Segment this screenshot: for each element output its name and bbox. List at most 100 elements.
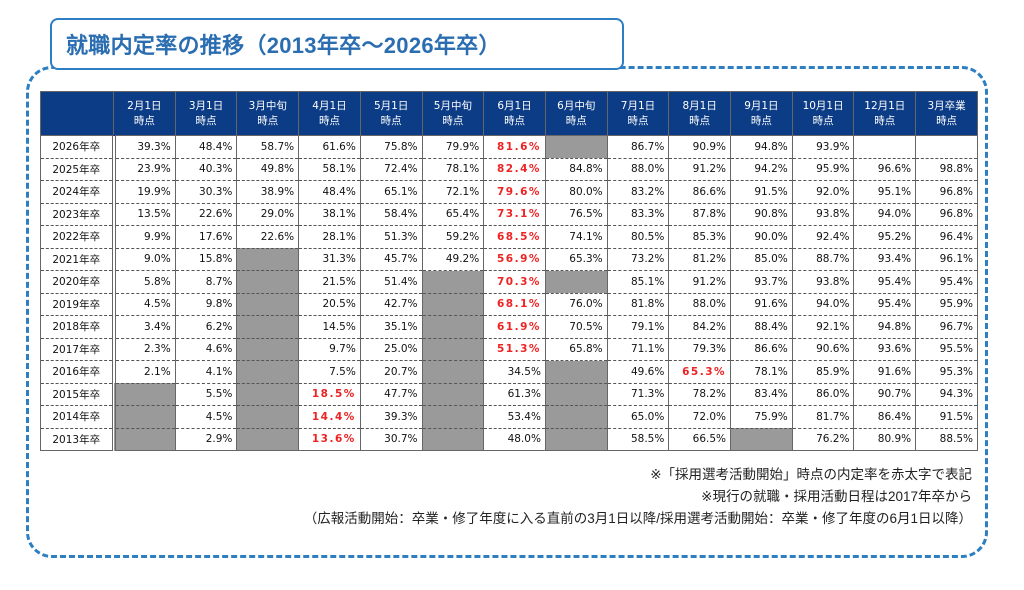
rate-cell: 20.5% — [298, 293, 361, 316]
rate-cell: 61.3% — [483, 383, 546, 406]
highlight-rate-cell: 61.9% — [483, 315, 546, 339]
column-header-date: 12月1日 — [864, 99, 906, 112]
rate-cell: 85.3% — [668, 225, 732, 249]
rate-cell: 91.2% — [668, 158, 732, 181]
rate-cell: 35.1% — [359, 315, 423, 339]
rate-cell: 49.2% — [421, 248, 485, 271]
rate-cell: 79.3% — [668, 338, 732, 361]
rate-cell: 85.1% — [606, 270, 670, 294]
rate-cell: 95.4% — [915, 270, 978, 294]
rate-cell: 61.6% — [298, 135, 361, 159]
column-header-suffix: 時点 — [318, 114, 340, 127]
column-header-date: 4月1日 — [312, 99, 347, 112]
highlight-rate-cell: 14.4% — [298, 405, 361, 429]
rate-cell: 19.9% — [113, 180, 176, 204]
rate-cell: 42.7% — [359, 293, 423, 316]
rate-cell: 6.2% — [174, 315, 238, 339]
not-applicable-cell — [236, 428, 300, 451]
row-year-label: 2020年卒 — [40, 270, 116, 294]
not-applicable-cell — [236, 405, 300, 429]
rate-cell: 59.2% — [421, 225, 485, 249]
table-row: 2020年卒 5.8% 8.7% 21.5% 51.4% 70.3% 85.1% 91.2% 9… — [40, 270, 978, 294]
rate-cell: 58.5% — [606, 428, 670, 451]
rate-cell: 17.6% — [174, 225, 238, 249]
column-header: 6月中旬 時点 — [544, 91, 608, 136]
rate-cell: 94.0% — [791, 293, 855, 316]
rate-cell: 2.3% — [113, 338, 176, 361]
table-row: 2019年卒 4.5% 9.8% 20.5% 42.7% 68.1% 76.0% 81.8% 8… — [40, 293, 978, 316]
column-header: 9月1日時点 — [730, 91, 793, 136]
rate-cell: 92.1% — [791, 315, 855, 339]
rate-cell: 58.1% — [298, 158, 361, 181]
not-applicable-cell — [236, 270, 300, 294]
rate-cell: 5.5% — [174, 383, 238, 406]
rate-cell: 96.8% — [915, 203, 978, 226]
rate-cell: 88.0% — [606, 158, 670, 181]
highlight-rate-cell: 51.3% — [483, 338, 546, 361]
rate-cell: 31.3% — [298, 248, 361, 271]
rate-cell: 34.5% — [483, 360, 546, 384]
column-header-date: 5月中旬 — [433, 99, 472, 112]
rate-cell: 90.0% — [730, 225, 793, 249]
column-header: 5月1日 時点 — [359, 91, 423, 136]
rate-cell: 4.1% — [174, 360, 238, 384]
table-row: 2015年卒 5.5% 18.5% 47.7% 61.3% 71.3% 78.2% 83.4%… — [40, 383, 978, 406]
header-corner-cell — [40, 91, 114, 136]
rate-cell: 93.8% — [791, 203, 855, 226]
rate-cell: 74.1% — [544, 225, 608, 249]
not-applicable-cell — [236, 315, 300, 339]
table-row: 2025年卒 23.9% 40.3% 49.8% 58.1% 72.4% 78.1% 82.4… — [40, 158, 978, 181]
column-header-suffix: 時点 — [874, 114, 896, 127]
rate-cell: 25.0% — [359, 338, 423, 361]
rate-cell: 88.4% — [730, 315, 793, 339]
rate-cell: 21.5% — [298, 270, 361, 294]
not-applicable-cell — [544, 135, 608, 159]
rate-cell: 83.3% — [606, 203, 670, 226]
table-row: 2023年卒 13.5% 22.6% 29.0% 38.1% 58.4% 65.4% 73.1… — [40, 203, 978, 226]
table-row: 2026年卒 39.3% 48.4% 58.7% 61.6% 75.8% 79.9% 81.6… — [40, 135, 978, 159]
rate-cell: 91.6% — [853, 360, 917, 384]
table-row: 2014年卒 4.5% 14.4% 39.3% 53.4% 65.0% 72.0% 75.9%… — [40, 405, 978, 429]
not-applicable-cell — [421, 270, 485, 294]
column-header: 8月1日 時点 — [668, 91, 732, 136]
column-header-suffix: 時点 — [565, 114, 587, 127]
rate-cell: 40.3% — [174, 158, 238, 181]
column-header-suffix: 時点 — [750, 114, 772, 127]
column-header-date: 9月1日 — [744, 99, 779, 112]
highlight-rate-cell: 73.1% — [483, 203, 546, 226]
column-header: 10月1日 時点 — [791, 91, 855, 136]
rate-cell: 58.7% — [236, 135, 300, 159]
rate-cell: 39.3% — [359, 405, 423, 429]
column-header-suffix: 時点 — [812, 114, 834, 127]
table-row: 2017年卒 2.3% 4.6% 9.7% 25.0% 51.3% 65.8% 71.1% 79… — [40, 338, 978, 361]
rate-cell: 45.7% — [359, 248, 423, 271]
rate-cell: 78.2% — [668, 383, 732, 406]
row-year-label: 2016年卒 — [40, 360, 116, 384]
rate-cell: 72.1% — [421, 180, 485, 204]
rate-cell: 93.9% — [791, 135, 855, 159]
rate-cell: 65.1% — [359, 180, 423, 204]
rate-cell: 8.7% — [174, 270, 238, 294]
highlight-rate-cell: 65.3% — [668, 360, 732, 384]
rate-cell: 9.0% — [113, 248, 176, 271]
rate-cell: 30.3% — [174, 180, 238, 204]
footnotes: ※「採用選考活動開始」時点の内定率を赤太字で表記 ※現行の就職・採用活動日程は2… — [304, 464, 972, 530]
column-header-date: 8月1日 — [682, 99, 717, 112]
not-applicable-cell — [236, 383, 300, 406]
footnote-schedule: ※現行の就職・採用活動日程は2017年卒から — [701, 489, 972, 504]
rate-cell: 23.9% — [113, 158, 176, 181]
rate-cell: 96.8% — [915, 180, 978, 204]
table-row: 2016年卒 2.1% 4.1% 7.5% 20.7% 34.5% 49.6% 65.3% 78… — [40, 360, 978, 384]
highlight-rate-cell: 13.6% — [298, 428, 361, 451]
highlight-rate-cell: 56.9% — [483, 248, 546, 271]
rate-cell: 51.3% — [359, 225, 423, 249]
rate-cell: 86.0% — [791, 383, 855, 406]
row-year-label: 2026年卒 — [40, 135, 116, 159]
row-year-label: 2017年卒 — [40, 338, 116, 361]
rate-cell: 48.0% — [483, 428, 546, 451]
rate-cell: 28.1% — [298, 225, 361, 249]
row-year-label: 2024年卒 — [40, 180, 116, 204]
rate-cell: 94.2% — [730, 158, 793, 181]
rate-cell: 20.7% — [359, 360, 423, 384]
rate-cell: 88.0% — [668, 293, 732, 316]
